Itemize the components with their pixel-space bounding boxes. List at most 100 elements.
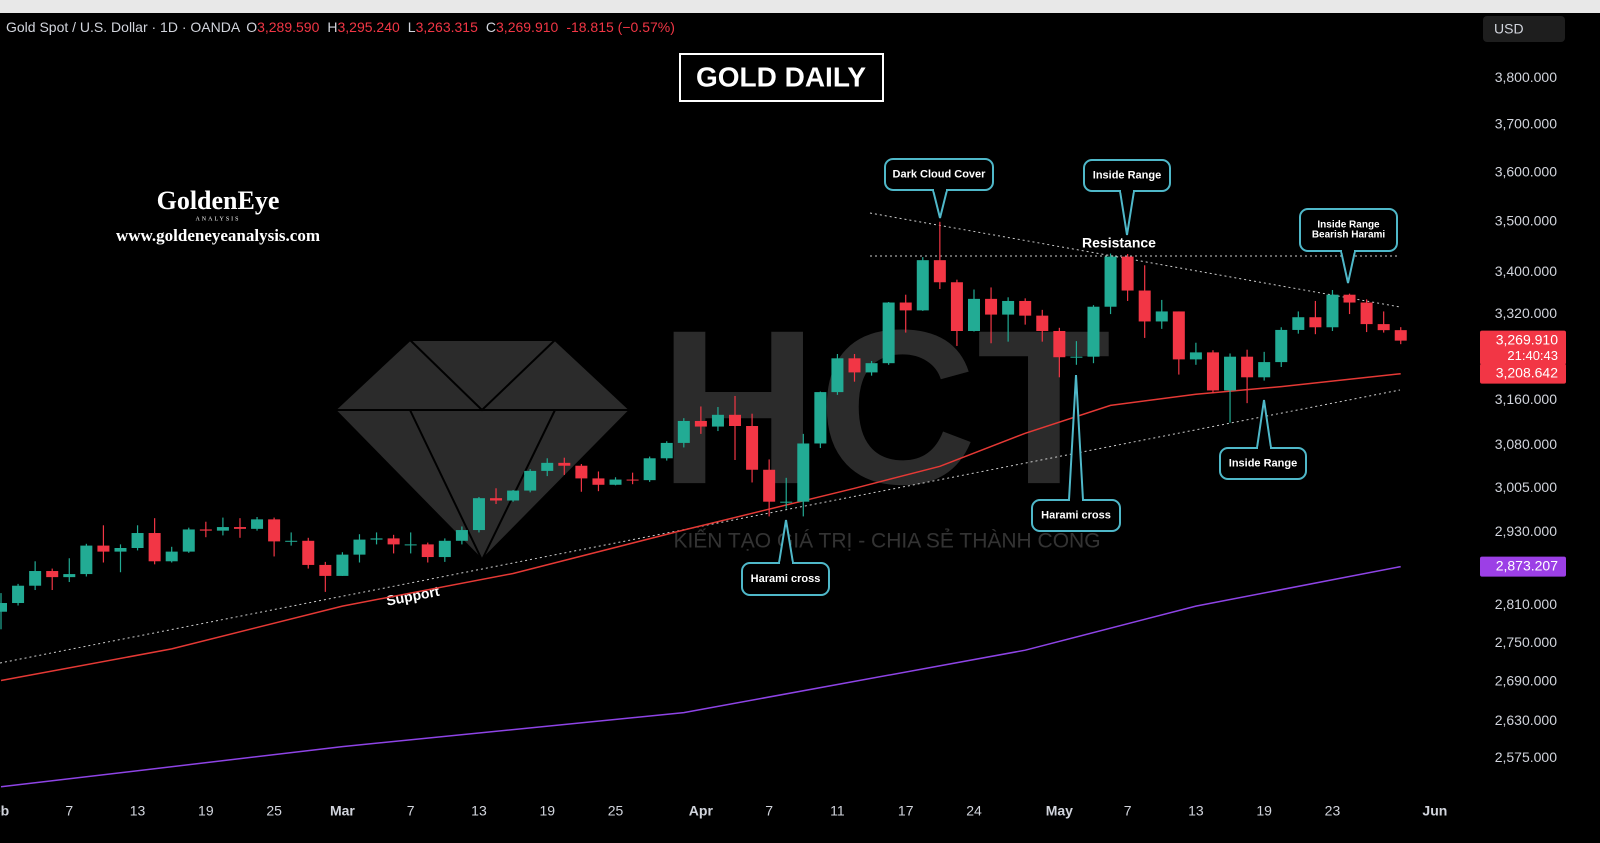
- ohlc-key: H: [327, 19, 337, 35]
- candle-body: [1189, 352, 1202, 360]
- x-tick-label: 19: [198, 803, 214, 819]
- candle-body: [694, 420, 707, 427]
- x-tick-label: 7: [1124, 803, 1132, 819]
- x-tick-label: Jun: [1422, 803, 1447, 819]
- candle-body: [677, 420, 690, 443]
- candle-body: [472, 498, 485, 531]
- y-tick-label: 3,005.000: [1495, 479, 1557, 495]
- x-tick-label: 11: [830, 803, 845, 819]
- callout-text: Dark Cloud Cover: [893, 168, 987, 180]
- ohlc-key: L: [408, 19, 416, 35]
- candle-body: [1275, 329, 1288, 363]
- candle-body: [592, 478, 605, 485]
- candle-body: [353, 539, 366, 555]
- candle-body: [1036, 315, 1049, 331]
- candle-body: [1172, 311, 1185, 360]
- x-tick-label: Mar: [330, 803, 355, 819]
- slogan: KIẾN TẠO GIÁ TRỊ - CHIA SẺ THÀNH CÔNG: [673, 530, 1100, 553]
- candle-body: [455, 530, 468, 541]
- x-tick-label: 19: [539, 803, 555, 819]
- candle-body: [848, 358, 861, 373]
- candle-body: [711, 414, 724, 427]
- ohlc-key: C: [486, 19, 496, 35]
- currency-button[interactable]: [1483, 16, 1565, 42]
- candle-body: [404, 544, 417, 546]
- callout-pointer: [1256, 399, 1272, 449]
- candle-body: [933, 260, 946, 283]
- candle-body: [1053, 330, 1066, 358]
- y-tick-label: 3,400.000: [1495, 263, 1557, 279]
- symbol: Gold Spot / U.S. Dollar · 1D · OANDA: [6, 19, 241, 35]
- candle-body: [524, 470, 537, 491]
- candle-body: [814, 392, 827, 444]
- candle-body: [302, 540, 315, 565]
- candle-body: [950, 282, 963, 331]
- candle-body: [1104, 256, 1117, 307]
- x-tick-label: 7: [65, 803, 73, 819]
- candle-body: [1241, 356, 1254, 378]
- candle-body: [797, 443, 810, 502]
- diamond-line: [409, 339, 556, 412]
- candle-body: [46, 571, 59, 578]
- diamond-line: [409, 409, 556, 563]
- candle-body: [0, 603, 7, 612]
- candle-body: [916, 260, 929, 311]
- candle-body: [1326, 294, 1339, 328]
- x-tick-label: 13: [1188, 803, 1204, 819]
- candle-body: [1121, 256, 1134, 291]
- candle-body: [1309, 317, 1322, 328]
- candle-body: [199, 529, 212, 531]
- resistance-label: Resistance: [1082, 235, 1156, 251]
- candle-body: [1292, 317, 1305, 330]
- ohlc-key: O: [246, 19, 257, 35]
- candle-body: [12, 585, 25, 604]
- ohlc-value: 3,269.910: [496, 19, 558, 35]
- candle-body: [268, 519, 281, 542]
- candle-body: [1343, 294, 1356, 303]
- candle-body: [387, 538, 400, 545]
- callout-text: Inside Range: [1317, 220, 1380, 231]
- y-tick-label: 2,575.000: [1495, 749, 1557, 765]
- candle-body: [438, 540, 451, 558]
- y-tick-label: 2,930.000: [1495, 523, 1557, 539]
- candle-body: [729, 414, 742, 427]
- change: -18.815 (−0.57%): [566, 19, 675, 35]
- candle-body: [558, 462, 571, 466]
- candle-body: [660, 442, 673, 459]
- price-tag-label: 3,208.642: [1496, 364, 1558, 380]
- callout-pointer: [1068, 374, 1084, 501]
- candle-body: [609, 479, 622, 485]
- callout-pointer: [1340, 250, 1356, 284]
- header: Gold Spot / U.S. Dollar · 1D · OANDA O 3,2…: [6, 19, 675, 35]
- candle-body: [251, 519, 264, 529]
- candle-body: [216, 527, 229, 531]
- candle-body: [1002, 300, 1015, 315]
- candle-body: [1087, 306, 1100, 357]
- candle-body: [643, 458, 656, 481]
- candle-body: [63, 574, 76, 578]
- candle-body: [490, 498, 503, 501]
- candle-body: [80, 545, 93, 575]
- chart-title: GOLD DAILY: [696, 61, 866, 92]
- callout-text: Inside Range: [1093, 169, 1161, 181]
- x-tick-label: May: [1046, 803, 1073, 819]
- candle-body: [131, 533, 144, 549]
- x-tick-label: 17: [898, 803, 914, 819]
- candle-body: [319, 564, 332, 576]
- callout-text: Bearish Harami: [1312, 230, 1386, 241]
- top-strip: [0, 0, 1600, 13]
- x-tick-label: 25: [608, 803, 624, 819]
- candle-body: [985, 298, 998, 315]
- candle-body: [1019, 300, 1032, 316]
- candle-body: [165, 551, 178, 562]
- y-tick-label: 3,320.000: [1495, 305, 1557, 321]
- candle-body: [831, 358, 844, 393]
- candle-body: [746, 426, 759, 470]
- callout-text: Harami cross: [751, 573, 821, 585]
- candle-body: [370, 538, 383, 540]
- candle-body: [575, 465, 588, 479]
- currency[interactable]: USD: [1494, 21, 1524, 37]
- candle-body: [1394, 330, 1407, 341]
